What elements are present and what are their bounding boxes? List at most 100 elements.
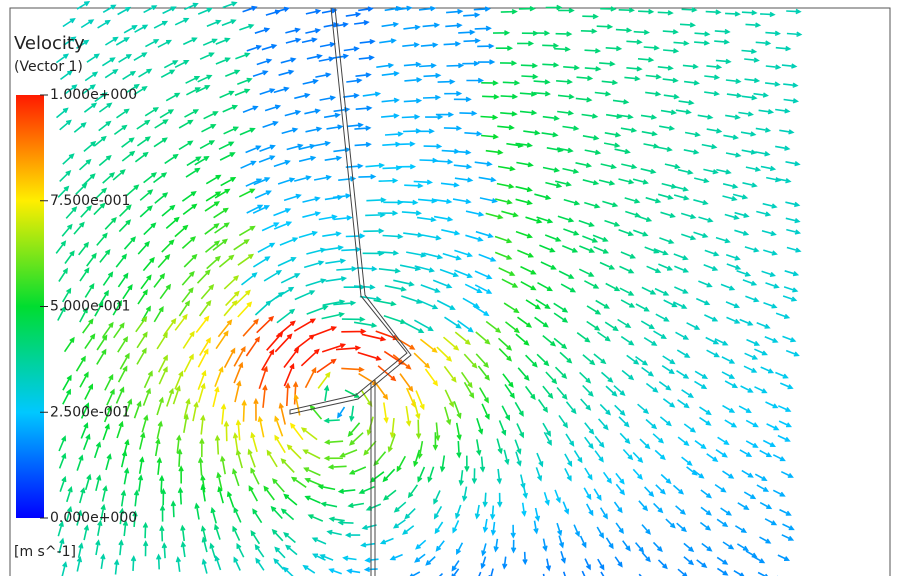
velocity-vector — [117, 388, 124, 403]
velocity-vector — [258, 418, 263, 438]
velocity-vector — [783, 83, 797, 87]
velocity-vector — [454, 401, 461, 417]
velocity-vector — [706, 65, 720, 69]
velocity-vector — [379, 179, 397, 183]
velocity-vector — [520, 92, 536, 96]
velocity-vector — [302, 428, 317, 439]
velocity-vector — [727, 264, 740, 269]
velocity-vector — [276, 548, 286, 558]
velocity-vector — [665, 164, 679, 168]
velocity-vector — [565, 454, 571, 466]
velocity-vector — [139, 476, 143, 492]
velocity-vector — [203, 39, 216, 45]
velocity-vector — [216, 38, 229, 44]
velocity-vector — [744, 366, 756, 372]
velocity-vector — [519, 7, 534, 11]
velocity-vector — [498, 493, 502, 506]
velocity-vector — [557, 111, 572, 115]
velocity-vector — [636, 543, 643, 552]
velocity-vector — [695, 371, 706, 378]
velocity-vector — [185, 110, 198, 117]
velocity-vector — [621, 164, 635, 168]
velocity-vector — [317, 360, 335, 373]
velocity-vector — [144, 542, 148, 556]
velocity-vector — [654, 331, 666, 338]
velocity-vector — [161, 490, 165, 506]
velocity-vector — [715, 30, 729, 34]
velocity-vector — [604, 143, 619, 147]
velocity-vector — [107, 390, 114, 405]
velocity-vector — [695, 381, 706, 388]
velocity-vector — [477, 418, 483, 433]
velocity-vector — [161, 507, 165, 522]
velocity-vector — [418, 441, 422, 457]
velocity-vector — [558, 95, 573, 99]
velocity-vector — [661, 475, 670, 483]
velocity-vector — [638, 58, 653, 62]
velocity-vector — [535, 508, 539, 520]
velocity-vector — [281, 274, 299, 283]
velocity-vector — [678, 569, 687, 576]
velocity-vector — [123, 286, 132, 299]
velocity-vector — [760, 537, 770, 543]
velocity-vector — [756, 212, 769, 216]
velocity-vector — [117, 423, 123, 439]
velocity-vector — [454, 250, 471, 256]
velocity-vector — [754, 349, 766, 354]
velocity-vector — [473, 306, 488, 315]
velocity-vector — [255, 301, 270, 315]
velocity-vector — [760, 451, 771, 457]
velocity-vector — [475, 162, 491, 166]
velocity-vector — [500, 61, 515, 65]
velocity-vector — [716, 59, 730, 63]
velocity-vector — [587, 504, 593, 515]
velocity-vector — [83, 320, 93, 333]
velocity-vector — [605, 221, 619, 226]
velocity-vector — [735, 526, 745, 532]
velocity-vector — [325, 156, 341, 160]
velocity-vector — [325, 259, 344, 263]
velocity-vector — [457, 543, 463, 554]
velocity-vector — [619, 179, 633, 184]
velocity-vector — [704, 265, 717, 270]
velocity-vector — [103, 273, 112, 286]
velocity-vector — [615, 149, 630, 153]
velocity-vector — [783, 296, 796, 301]
velocity-vector — [684, 557, 693, 564]
cfd-view: Velocity (Vector 1) [m s^-1] 1.000e+0007… — [0, 0, 901, 576]
velocity-vector — [726, 79, 740, 83]
velocity-vector — [634, 30, 649, 34]
velocity-vector — [594, 489, 601, 500]
velocity-vector — [122, 452, 127, 467]
velocity-vector — [222, 20, 235, 25]
velocity-vector — [518, 368, 528, 380]
velocity-vector — [291, 424, 303, 440]
velocity-vector — [278, 178, 294, 184]
velocity-vector — [521, 75, 536, 79]
velocity-vector — [165, 155, 178, 164]
velocity-vector — [341, 248, 360, 252]
velocity-vector — [178, 450, 182, 467]
tick-label: 2.500e-001 — [50, 404, 130, 420]
velocity-vector — [641, 321, 653, 328]
velocity-vector — [704, 92, 718, 96]
velocity-vector — [350, 406, 354, 421]
velocity-vector — [433, 280, 451, 287]
velocity-vector — [67, 488, 72, 502]
velocity-vector — [745, 247, 758, 252]
velocity-vector — [778, 406, 790, 411]
velocity-vector — [215, 526, 220, 540]
velocity-vector — [479, 177, 495, 181]
velocity-vector — [743, 183, 757, 187]
velocity-vector — [757, 323, 769, 328]
velocity-vector — [292, 478, 306, 488]
velocity-vector — [787, 32, 801, 36]
velocity-vector — [723, 184, 737, 188]
velocity-vector — [385, 286, 405, 291]
velocity-vector — [744, 492, 754, 498]
velocity-vector — [193, 403, 198, 421]
velocity-vector — [313, 538, 326, 544]
velocity-vector — [639, 501, 647, 510]
velocity-vector — [85, 385, 92, 400]
velocity-vector — [501, 95, 517, 99]
